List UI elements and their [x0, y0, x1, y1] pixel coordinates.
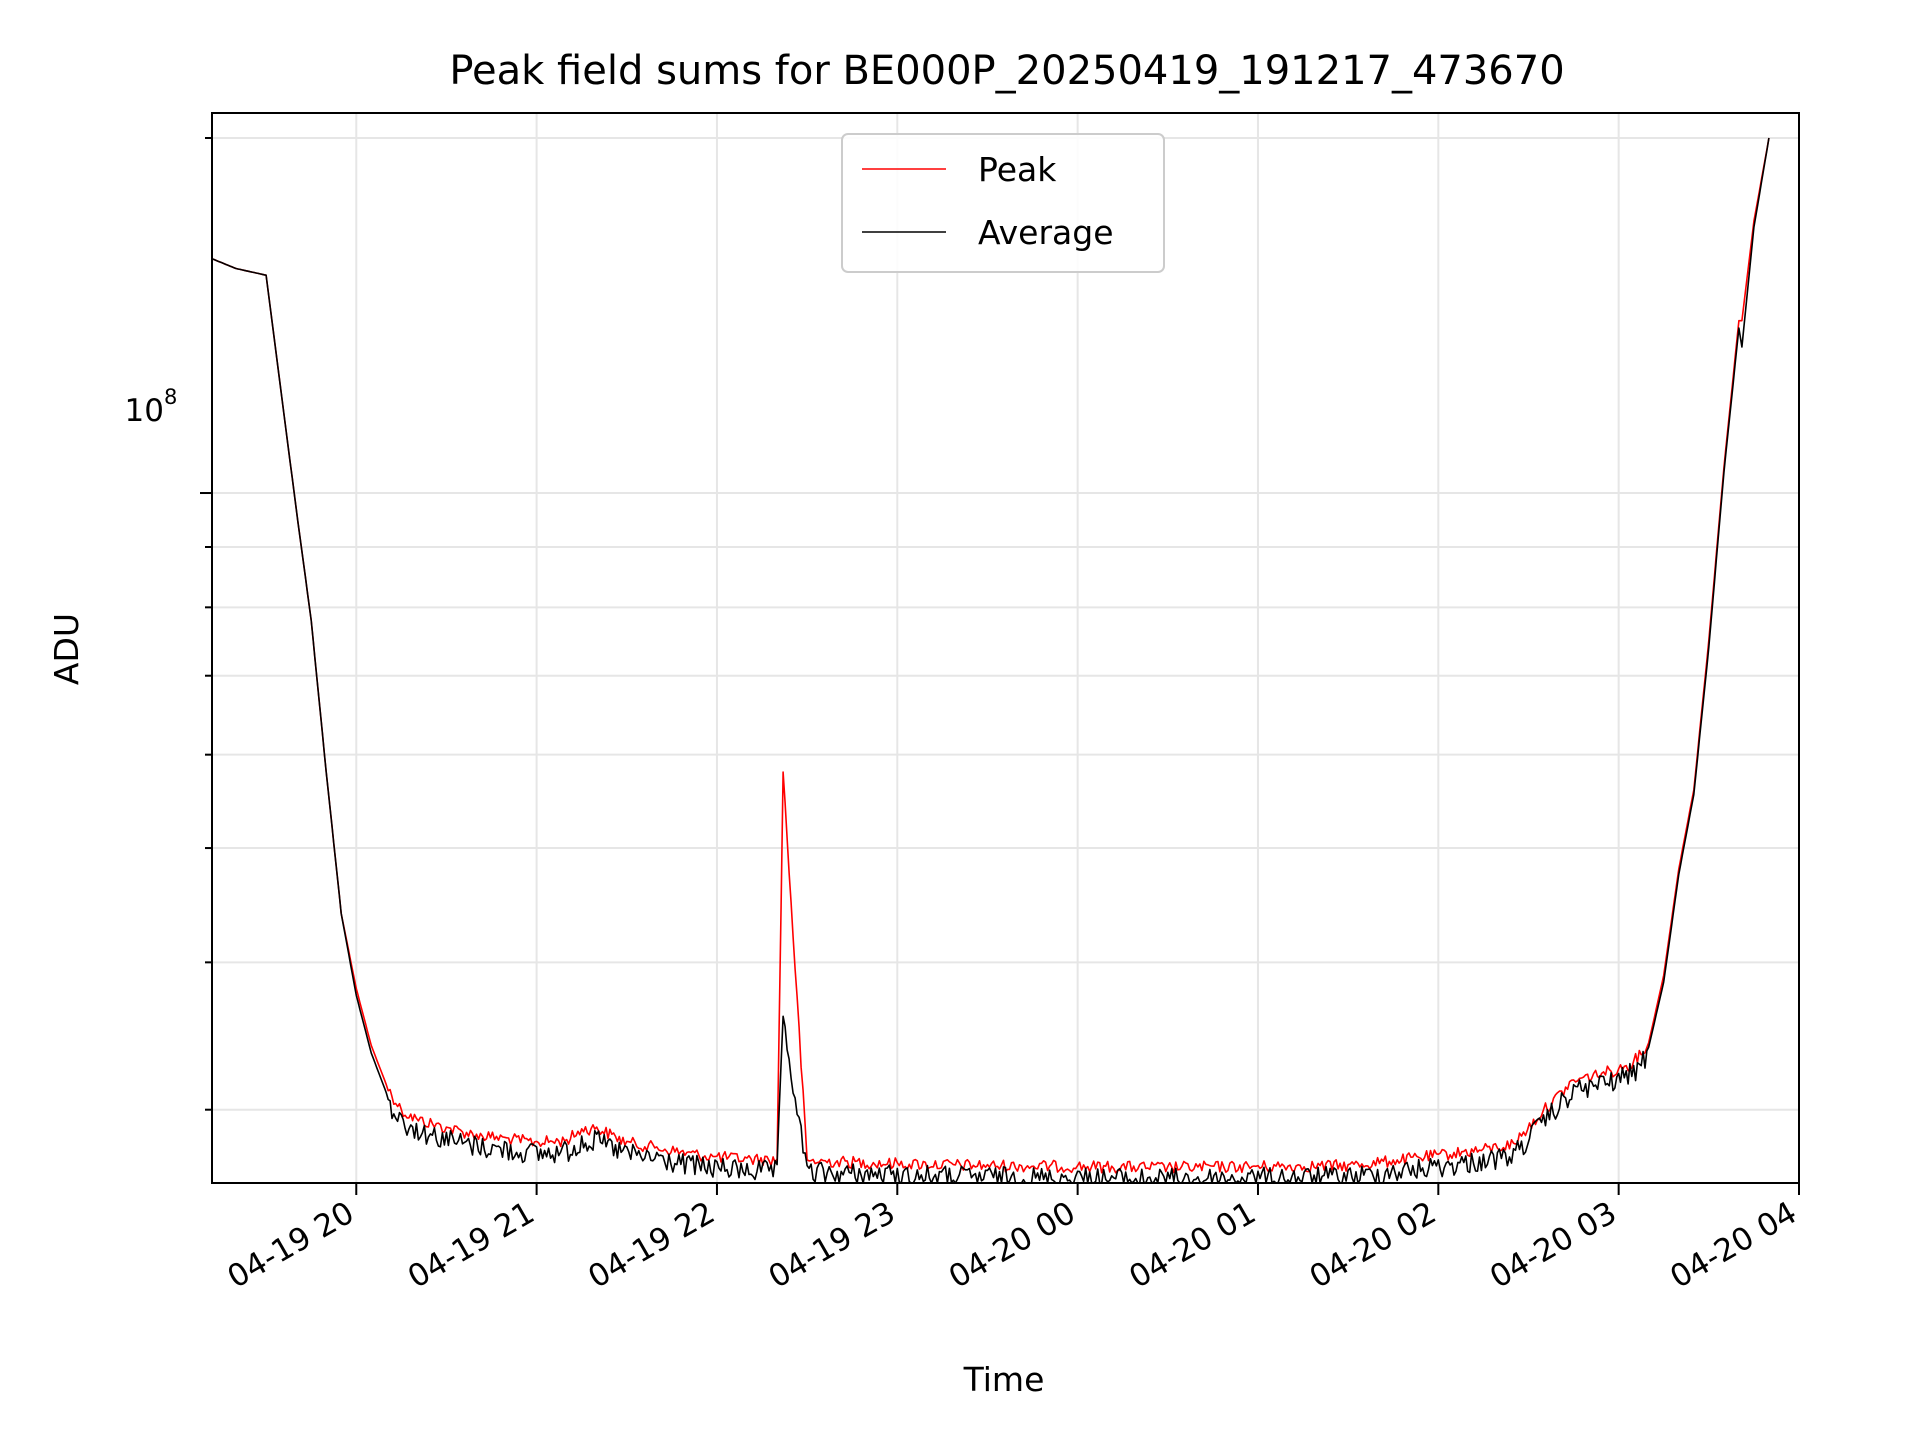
- chart-title: Peak field sums for BE000P_20250419_1912…: [449, 48, 1564, 94]
- legend-peak-label: Peak: [978, 150, 1057, 189]
- data-lines: [211, 137, 1770, 1184]
- legend: Peak Average: [841, 133, 1165, 273]
- y-axis-label: ADU: [47, 613, 86, 685]
- y-tick-exponent: 8: [164, 385, 177, 409]
- y-tick-label-1e8: 10 8: [125, 385, 178, 429]
- plot-frame: [211, 112, 1800, 1184]
- series-line-average: [211, 137, 1770, 1184]
- y-tick-base: 10: [125, 393, 164, 429]
- x-axis-label: Time: [963, 1360, 1045, 1399]
- legend-average-label: Average: [978, 213, 1114, 252]
- grid: [212, 113, 1800, 1183]
